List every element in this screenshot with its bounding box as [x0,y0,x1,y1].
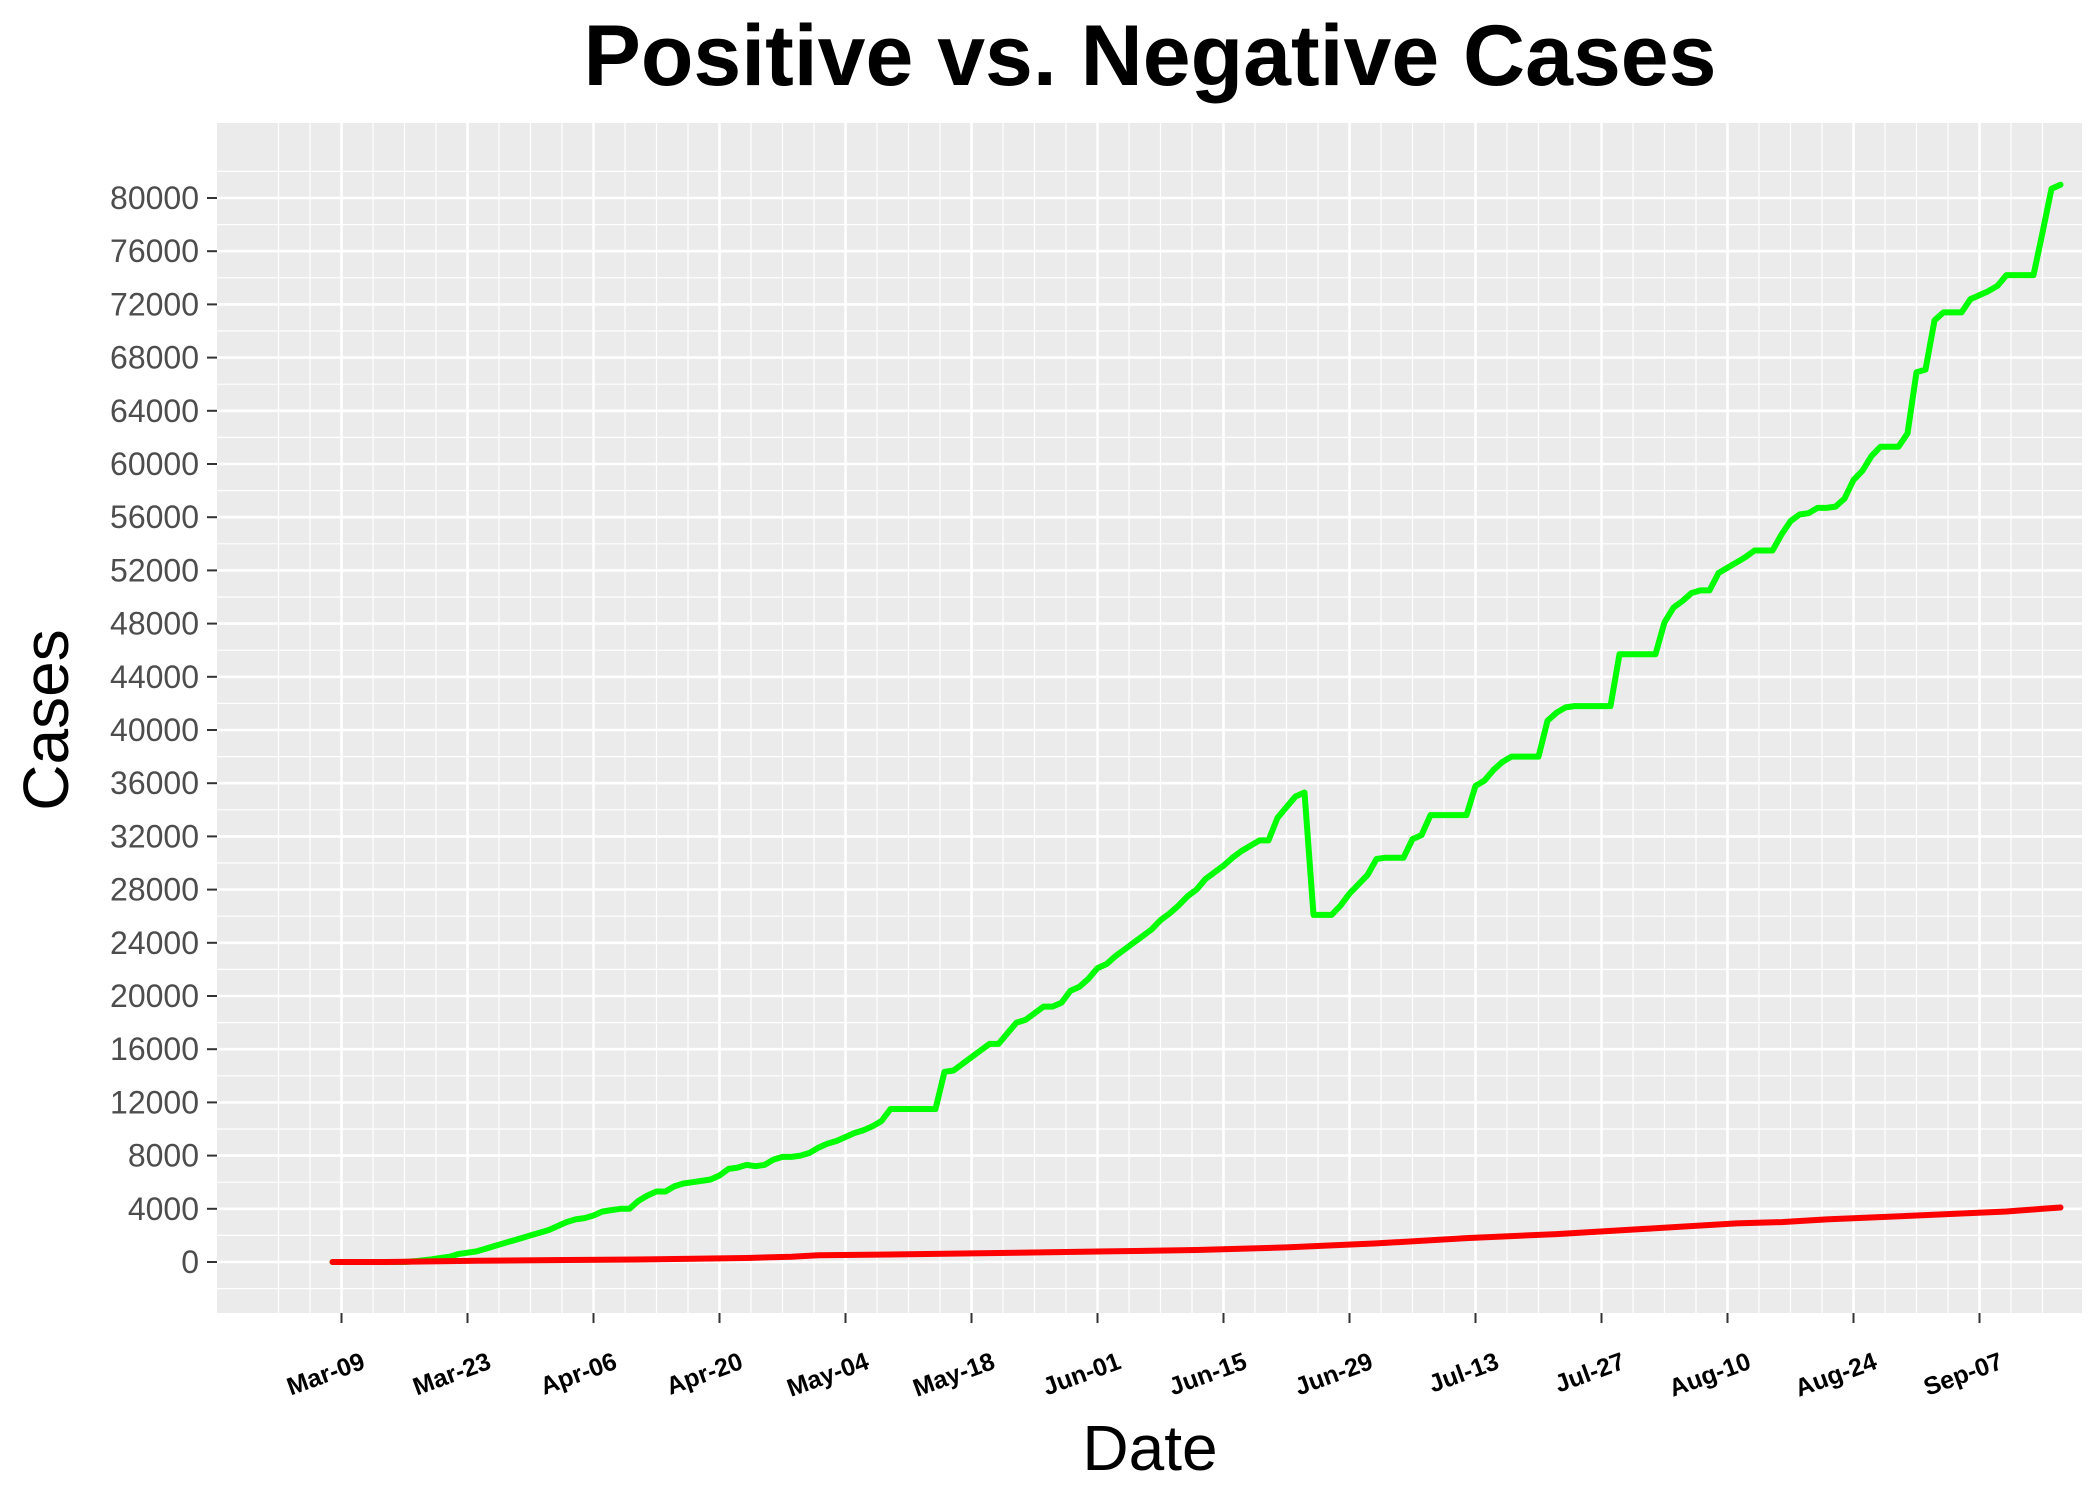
minor-gridlines [217,123,2082,1313]
x-tick-label: Jun-01 [1039,1347,1124,1401]
plot-panel [217,123,2082,1313]
y-tick-label: 40000 [110,712,199,748]
y-axis-title: Cases [10,629,82,810]
chart-title: Positive vs. Negative Cases [584,8,1717,104]
y-tick-label: 4000 [128,1191,199,1227]
x-tick-label: Aug-10 [1665,1347,1754,1402]
y-tick-label: 52000 [110,552,199,588]
y-tick-label: 24000 [110,925,199,961]
y-tick-label: 64000 [110,393,199,429]
y-tick-label: 56000 [110,499,199,535]
y-tick-label: 32000 [110,818,199,854]
y-tick-label: 80000 [110,180,199,216]
y-tick-label: 68000 [110,340,199,376]
x-tick-label: Jul-13 [1425,1347,1502,1398]
series-layer [329,181,2064,1265]
series-line-1 [329,181,2064,1265]
y-tick-label: 16000 [110,1031,199,1067]
x-tick-label: May-18 [909,1347,998,1402]
x-tick-label: Aug-24 [1791,1347,1880,1402]
y-tick-label: 76000 [110,233,199,269]
x-tick-label: Apr-20 [663,1347,747,1400]
x-axis: Mar-09 Mar-23 Apr-06 Apr-20 May-04 May-18 Jun-… [283,1313,2007,1403]
y-tick-label: 8000 [128,1138,199,1174]
x-tick-label: Apr-06 [537,1347,621,1400]
y-tick-label: 44000 [110,659,199,695]
y-axis: 0 4000 8000 12000 16000 20000 24000 28000 32000 3… [110,180,217,1280]
x-tick-label: Jun-29 [1291,1347,1376,1401]
y-tick-label: 36000 [110,765,199,801]
x-tick-label: Jun-15 [1165,1347,1250,1401]
x-tick-label: May-04 [783,1347,872,1402]
x-tick-label: Mar-23 [409,1347,494,1401]
y-tick-label: 28000 [110,872,199,908]
x-axis-title: Date [1082,1412,1217,1484]
x-tick-label: Mar-09 [283,1347,368,1401]
y-tick-label: 72000 [110,286,199,322]
y-tick-label: 48000 [110,606,199,642]
y-tick-label: 12000 [110,1084,199,1120]
x-tick-label: Sep-07 [1920,1347,2007,1401]
y-tick-label: 60000 [110,446,199,482]
y-tick-label: 0 [181,1244,199,1280]
major-gridlines [217,123,2082,1313]
series-line-2 [329,1204,2064,1265]
x-tick-label: Jul-27 [1551,1347,1628,1398]
y-tick-label: 20000 [110,978,199,1014]
